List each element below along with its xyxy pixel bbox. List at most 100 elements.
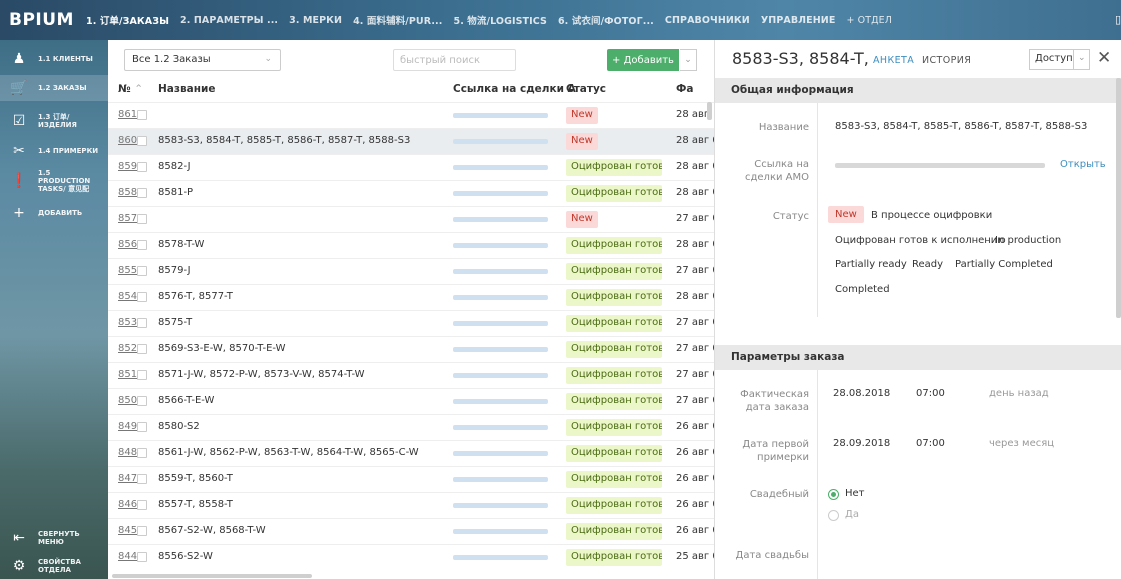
tab-anketa[interactable]: АНКЕТА: [873, 55, 915, 66]
row-checkbox[interactable]: [137, 396, 147, 406]
status-option-digitizing[interactable]: В процессе оцифровки: [871, 210, 993, 221]
tab-history[interactable]: ИСТОРИЯ: [922, 55, 972, 66]
horizontal-scrollbar[interactable]: [112, 574, 312, 578]
add-department-tab[interactable]: + ОТДЕЛ: [846, 14, 892, 26]
sidebar-item-clients[interactable]: ♟ 1.1 КЛИЕНТЫ: [0, 46, 108, 72]
radio-label-no[interactable]: Нет: [845, 488, 865, 499]
row-checkbox[interactable]: [137, 552, 147, 562]
order-time-input[interactable]: 07:00: [916, 388, 945, 399]
radio-label-yes[interactable]: Да: [845, 509, 859, 520]
access-button[interactable]: Доступ ⌄: [1029, 49, 1090, 70]
row-amo-link[interactable]: [453, 347, 548, 352]
column-header-link[interactable]: Ссылка на сделки А: [453, 83, 576, 95]
row-number-link[interactable]: 861: [118, 109, 138, 120]
order-date-input[interactable]: 28.08.2018: [833, 388, 891, 399]
table-row[interactable]: 861 New 28 авг: [108, 102, 714, 128]
app-logo[interactable]: BPIUM: [9, 10, 74, 30]
row-number-link[interactable]: 847: [118, 473, 138, 484]
row-checkbox[interactable]: [137, 188, 147, 198]
table-row[interactable]: 855 8579-J Оцифрован готов к и 27 авг 0: [108, 258, 714, 284]
column-header-name[interactable]: Название: [158, 83, 216, 95]
tab-measurements[interactable]: 3. МЕРКИ: [289, 14, 343, 26]
table-row[interactable]: 845 8567-S2-W, 8568-T-W Оцифрован готов к …: [108, 518, 714, 544]
row-number-link[interactable]: 845: [118, 525, 138, 536]
table-row[interactable]: 851 8571-J-W, 8572-P-W, 8573-V-W, 8574-T-…: [108, 362, 714, 388]
fitting-time-input[interactable]: 07:00: [916, 438, 945, 449]
row-checkbox[interactable]: [137, 214, 147, 224]
row-amo-link[interactable]: [453, 269, 548, 274]
row-number-link[interactable]: 855: [118, 265, 138, 276]
row-number-link[interactable]: 858: [118, 187, 138, 198]
sidebar-item-orders[interactable]: 🛒 1.2 ЗАКАЗЫ: [0, 75, 108, 101]
add-options-button[interactable]: ⌄: [680, 49, 697, 71]
row-checkbox[interactable]: [137, 136, 147, 146]
tab-fitting-room[interactable]: 6. 试衣间/ФОТОГ...: [557, 16, 654, 27]
row-checkbox[interactable]: [137, 448, 147, 458]
radio-wedding-no[interactable]: [828, 489, 839, 500]
close-icon[interactable]: ✕: [1097, 48, 1112, 68]
row-number-link[interactable]: 854: [118, 291, 138, 302]
table-row[interactable]: 849 8580-S2 Оцифрован готов к и 26 авг 0: [108, 414, 714, 440]
table-row[interactable]: 858 8581-P Оцифрован готов к и 28 авг 0: [108, 180, 714, 206]
panel-scrollbar[interactable]: [1116, 78, 1121, 318]
row-amo-link[interactable]: [453, 295, 548, 300]
row-checkbox[interactable]: [137, 162, 147, 172]
row-number-link[interactable]: 860: [118, 135, 138, 146]
row-amo-link[interactable]: [453, 321, 548, 326]
row-checkbox[interactable]: [137, 500, 147, 510]
row-checkbox[interactable]: [137, 110, 147, 120]
row-number-link[interactable]: 844: [118, 551, 138, 562]
status-option-new[interactable]: New: [828, 206, 864, 223]
table-row[interactable]: 848 8561-J-W, 8562-P-W, 8563-T-W, 8564-T-…: [108, 440, 714, 466]
row-amo-link[interactable]: [453, 425, 548, 430]
status-option-ready[interactable]: Ready: [912, 259, 944, 270]
amo-link-value[interactable]: [835, 163, 1045, 168]
row-number-link[interactable]: 857: [118, 213, 138, 224]
topbar-edge-icon[interactable]: ▯: [1114, 13, 1121, 26]
table-row[interactable]: 852 8569-S3-E-W, 8570-T-E-W Оцифрован гото…: [108, 336, 714, 362]
chevron-down-icon[interactable]: ⌄: [1078, 53, 1086, 63]
table-row[interactable]: 847 8559-T, 8560-T Оцифрован готов к и 26 а…: [108, 466, 714, 492]
row-amo-link[interactable]: [453, 477, 548, 482]
scrollbar-thumb[interactable]: [707, 102, 712, 120]
collapse-menu-button[interactable]: ⇤ СВЕРНУТЬ МЕНЮ: [0, 525, 108, 551]
fitting-date-input[interactable]: 28.09.2018: [833, 438, 891, 449]
sidebar-item-products[interactable]: ☑ 1.3 订单/ ИЗДЕЛИЯ: [0, 108, 108, 134]
tab-directories[interactable]: СПРАВОЧНИКИ: [664, 14, 750, 26]
tab-orders[interactable]: 1. 订单/ЗАКАЗЫ: [86, 16, 170, 27]
radio-wedding-yes[interactable]: [828, 510, 839, 521]
table-row[interactable]: 844 8556-S2-W Оцифрован готов к и 25 авг 0: [108, 544, 714, 570]
department-settings-button[interactable]: ⚙ СВОЙСТВА ОТДЕЛА: [0, 553, 108, 579]
row-amo-link[interactable]: [453, 529, 548, 534]
status-option-in-production[interactable]: In production: [995, 235, 1062, 246]
row-checkbox[interactable]: [137, 240, 147, 250]
row-number-link[interactable]: 849: [118, 421, 138, 432]
row-amo-link[interactable]: [453, 373, 548, 378]
status-option-partially-ready[interactable]: Partially ready: [835, 259, 907, 270]
row-number-link[interactable]: 859: [118, 161, 138, 172]
row-checkbox[interactable]: [137, 344, 147, 354]
row-amo-link[interactable]: [453, 399, 548, 404]
open-link[interactable]: Открыть: [1060, 159, 1106, 170]
row-amo-link[interactable]: [453, 165, 548, 170]
row-checkbox[interactable]: [137, 292, 147, 302]
vertical-scrollbar[interactable]: [707, 100, 712, 320]
column-header-status[interactable]: Статус: [566, 83, 607, 95]
row-amo-link[interactable]: [453, 191, 548, 196]
row-amo-link[interactable]: [453, 451, 548, 456]
row-checkbox[interactable]: [137, 422, 147, 432]
status-option-partially-completed[interactable]: Partially Completed: [955, 259, 1053, 270]
tab-management[interactable]: УПРАВЛЕНИЕ: [760, 14, 836, 26]
add-button[interactable]: + Добавить: [607, 49, 679, 71]
table-row[interactable]: 857 New 27 авг 0: [108, 206, 714, 232]
row-amo-link[interactable]: [453, 555, 548, 560]
tab-purchases[interactable]: 4. 面料辅料/PUR...: [353, 16, 443, 27]
row-amo-link[interactable]: [453, 503, 548, 508]
sidebar-item-fittings[interactable]: ✂ 1.4 ПРИМЕРКИ: [0, 138, 108, 164]
row-checkbox[interactable]: [137, 370, 147, 380]
column-header-date[interactable]: Фа: [676, 83, 694, 95]
sort-asc-icon[interactable]: ⌃: [134, 83, 144, 95]
row-amo-link[interactable]: [453, 243, 548, 248]
table-row[interactable]: 860 8583-S3, 8584-T, 8585-T, 8586-T, 8587…: [108, 128, 714, 154]
column-header-num[interactable]: № ⌃: [118, 83, 144, 95]
